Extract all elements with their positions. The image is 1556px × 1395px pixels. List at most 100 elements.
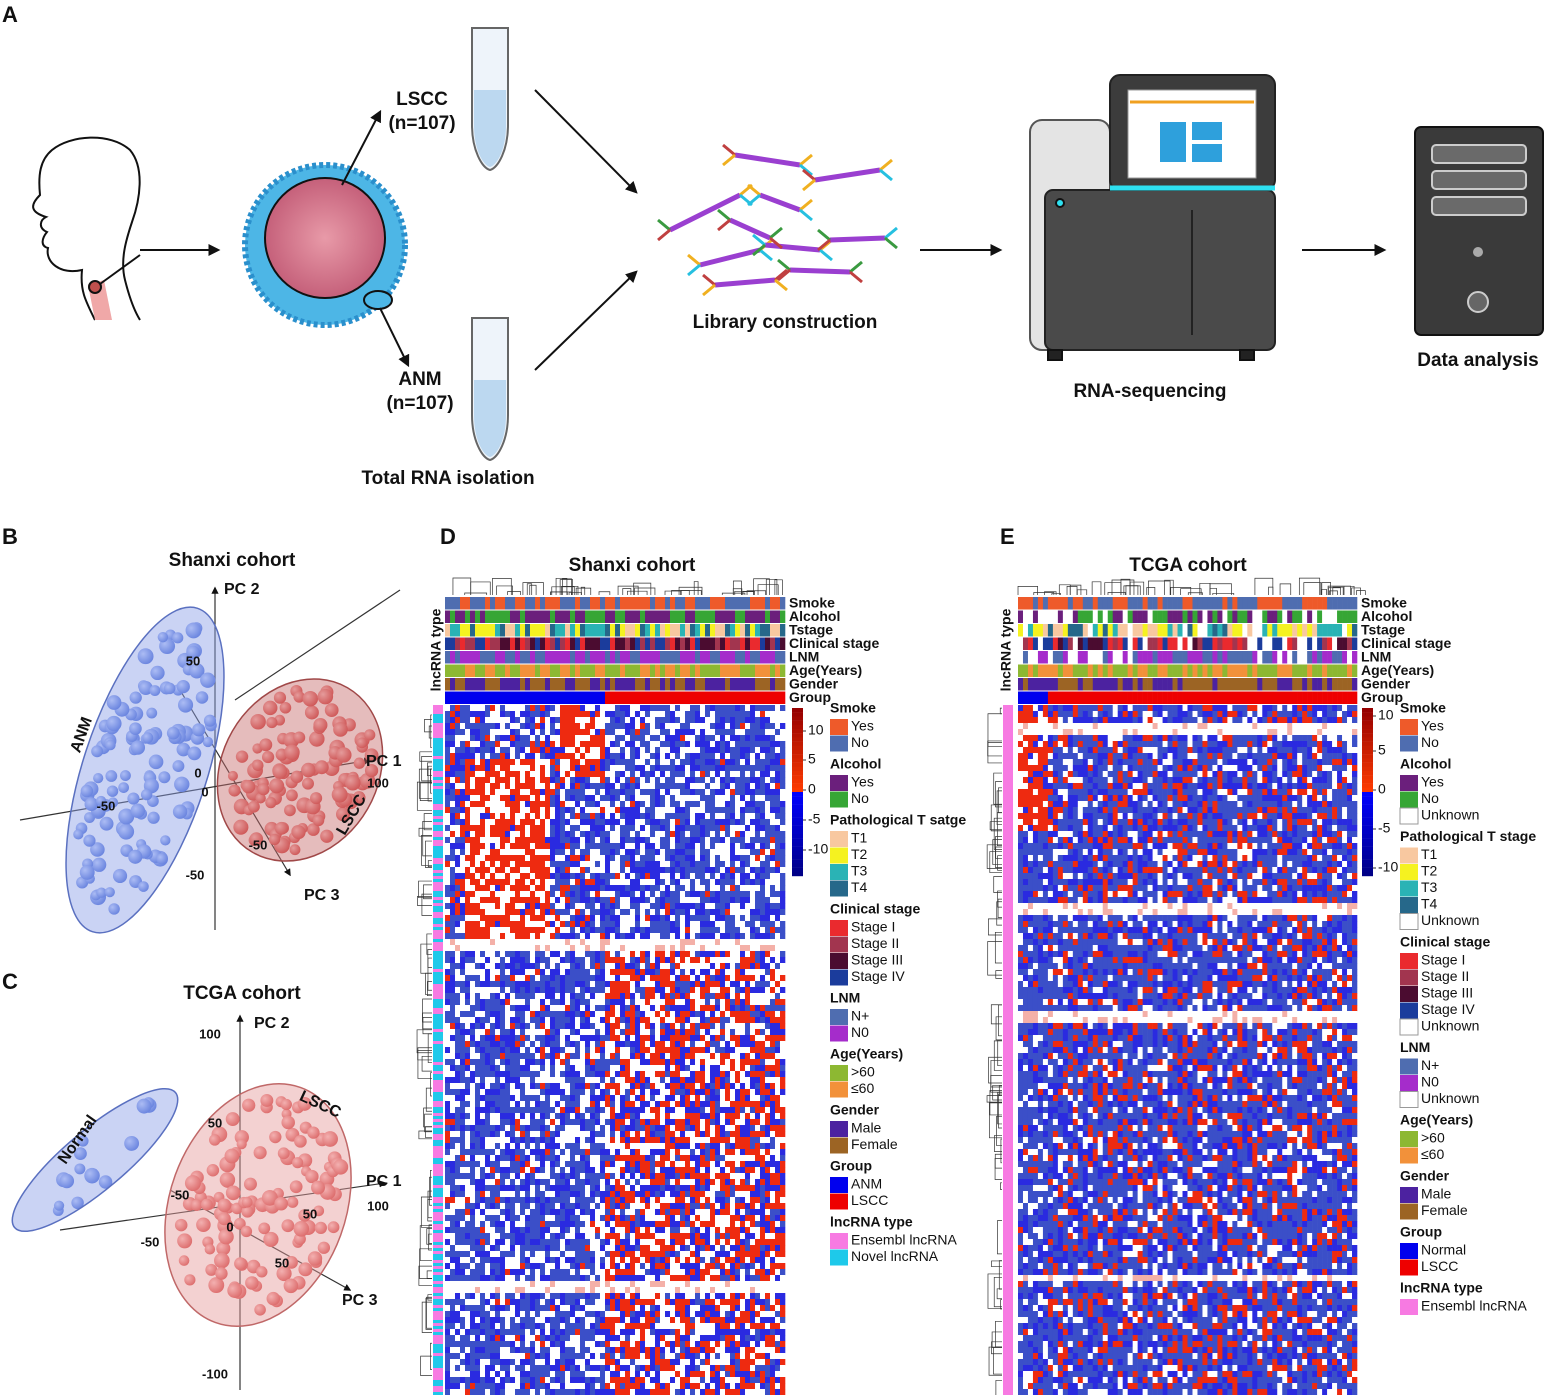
heat-cell [555, 861, 561, 868]
heat-cell [695, 705, 701, 712]
heat-cell [670, 891, 676, 898]
heat-cell [620, 873, 626, 880]
annotation-cell [685, 597, 691, 610]
annotation-cell [555, 691, 561, 704]
heat-cell [765, 933, 771, 940]
heat-cell [655, 753, 661, 760]
annotation-cell [535, 597, 541, 610]
sphere [163, 682, 176, 695]
type-cell [433, 981, 443, 985]
adapter [717, 208, 731, 222]
heat-cell [500, 885, 506, 892]
heat-cell [460, 807, 466, 814]
heat-cell [690, 795, 696, 802]
heat-cell [540, 957, 546, 964]
heat-cell [650, 993, 656, 1000]
heat-cell [635, 975, 641, 982]
sphere [263, 700, 278, 716]
annotation-cell [730, 624, 736, 637]
heat-cell [635, 741, 641, 748]
annotation-cell [690, 664, 696, 677]
heat-cell [515, 909, 521, 916]
heat-cell [715, 861, 721, 868]
heat-cell [705, 999, 711, 1006]
annotation-cell [690, 624, 696, 637]
heat-cell [715, 795, 721, 802]
sphere [91, 745, 104, 758]
type-cell [433, 1338, 443, 1342]
heat-cell [715, 897, 721, 904]
heat-cell [540, 897, 546, 904]
heat-cell [590, 879, 596, 886]
heat-cell [480, 759, 486, 766]
heat-cell [470, 741, 476, 748]
heat-cell [750, 807, 756, 814]
heat-cell [460, 939, 466, 946]
heat-cell [550, 897, 556, 904]
heat-cell [710, 759, 716, 766]
heat-cell [735, 873, 741, 880]
heat-cell [690, 741, 696, 748]
heat-cell [520, 879, 526, 886]
heat-cell [525, 1023, 531, 1030]
dendrogram [492, 578, 512, 595]
heat-cell [750, 801, 756, 808]
heat-cell [635, 951, 641, 958]
heat-cell [710, 957, 716, 964]
heat-cell [725, 813, 731, 820]
sphere [156, 853, 168, 865]
heat-cell [610, 1005, 616, 1012]
heat-cell [460, 723, 466, 730]
heat-cell [635, 1011, 641, 1018]
heat-cell [520, 1011, 526, 1018]
heat-cell [745, 825, 751, 832]
heat-cell [460, 789, 466, 796]
heat-cell [680, 999, 686, 1006]
heat-cell [485, 951, 491, 958]
heat-cell [475, 711, 481, 718]
heat-cell [455, 789, 461, 796]
heat-cell [635, 939, 641, 946]
dendrogram [422, 998, 432, 1030]
heat-cell [480, 951, 486, 958]
heat-cell [535, 963, 541, 970]
heat-cell [475, 843, 481, 850]
heat-cell [490, 813, 496, 820]
heat-cell [450, 723, 456, 730]
heat-cell [460, 813, 466, 820]
heat-cell [460, 957, 466, 964]
heat-cell [480, 873, 486, 880]
annotation-cell [470, 664, 476, 677]
annotation-cell [645, 610, 651, 623]
heat-cell [500, 801, 506, 808]
panel-a-art [32, 27, 1544, 462]
heat-cell [455, 741, 461, 748]
annotation-cell [495, 691, 501, 704]
annotation-cell [545, 637, 551, 650]
heat-cell [650, 897, 656, 904]
heat-cell [625, 789, 631, 796]
heat-cell [650, 807, 656, 814]
heat-cell [725, 975, 731, 982]
annotation-cell [665, 664, 671, 677]
heat-cell [700, 783, 706, 790]
heat-cell [525, 837, 531, 844]
annotation-cell [595, 691, 601, 704]
heat-cell [670, 975, 676, 982]
anm-site [363, 290, 393, 310]
heat-cell [630, 903, 636, 910]
annotation-cell [760, 637, 766, 650]
heat-cell [690, 873, 696, 880]
heat-cell [620, 717, 626, 724]
heat-cell [470, 723, 476, 730]
heat-cell [720, 879, 726, 886]
heat-cell [530, 825, 536, 832]
heat-cell [645, 867, 651, 874]
heat-cell [630, 789, 636, 796]
heat-cell [610, 735, 616, 742]
heat-cell [750, 933, 756, 940]
heat-cell [770, 927, 776, 934]
heat-cell [445, 801, 451, 808]
heat-cell [445, 987, 451, 994]
sphere [128, 849, 143, 864]
